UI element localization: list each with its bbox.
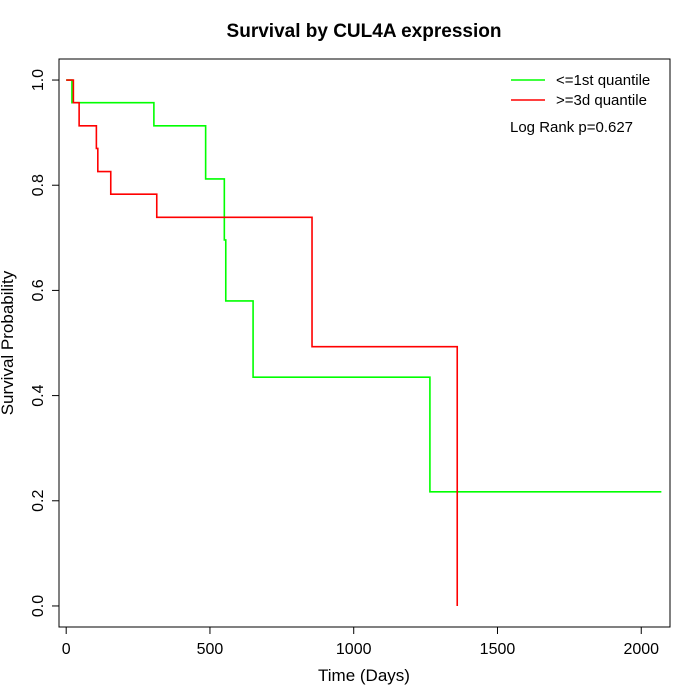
plot-frame — [58, 58, 671, 628]
x-tick-label: 1500 — [480, 641, 516, 658]
log-rank-annotation: Log Rank p=0.627 — [510, 119, 633, 136]
series-line-1 — [66, 79, 459, 606]
series-layer — [66, 79, 662, 606]
y-axis: 0.0 0.2 0.4 0.6 0.8 1.0 — [30, 69, 60, 617]
x-tick-label: 2000 — [623, 641, 659, 658]
chart-title: Survival by CUL4A expression — [227, 21, 502, 42]
legend-label-1: >=3d quantile — [556, 92, 647, 109]
x-axis: 0 500 1000 1500 2000 — [62, 626, 659, 658]
series-line-0 — [66, 79, 662, 493]
legend: <=1st quantile >=3d quantile — [511, 72, 650, 109]
x-tick-label: 500 — [197, 641, 224, 658]
x-tick-label: 0 — [62, 641, 71, 658]
x-axis-label: Time (Days) — [318, 666, 410, 685]
y-tick-label: 1.0 — [30, 69, 47, 91]
legend-label-0: <=1st quantile — [556, 72, 650, 89]
y-tick-label: 0.8 — [30, 174, 47, 196]
y-tick-label: 0.0 — [30, 595, 47, 617]
y-tick-label: 0.4 — [30, 384, 47, 406]
x-tick-label: 1000 — [336, 641, 372, 658]
y-axis-label: Survival Probability — [0, 270, 17, 415]
y-tick-label: 0.2 — [30, 490, 47, 512]
y-tick-label: 0.6 — [30, 279, 47, 301]
